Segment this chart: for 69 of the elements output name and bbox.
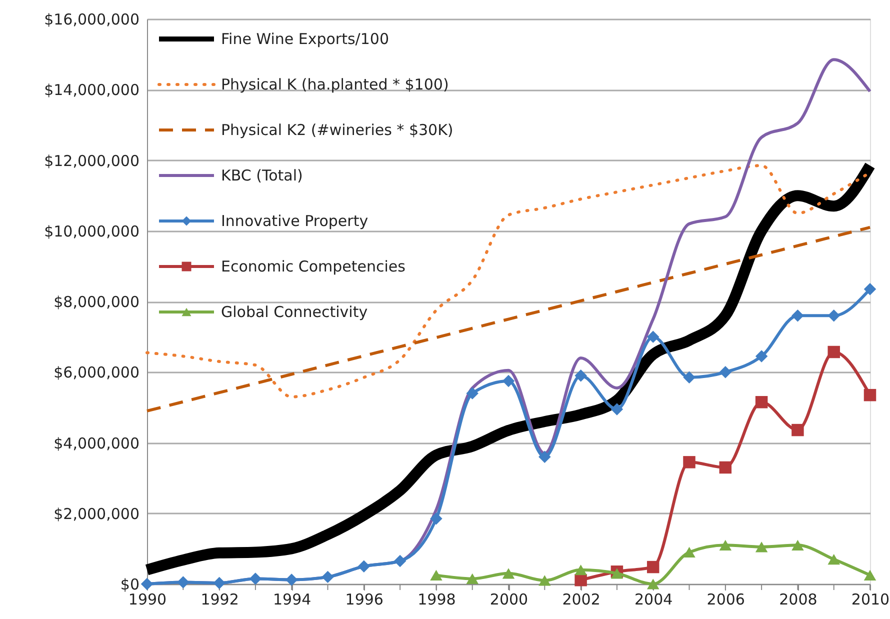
point <box>828 346 840 358</box>
point <box>646 330 660 343</box>
point <box>574 370 587 382</box>
x-tick-label: 1998 <box>418 590 456 608</box>
legend-label: Innovative Property <box>221 212 368 230</box>
point <box>646 560 660 574</box>
y-tick-label: $8,000,000 <box>54 293 140 311</box>
legend-label: Physical K2 (#wineries * $30K) <box>221 121 454 139</box>
point <box>466 387 478 400</box>
point <box>719 366 732 378</box>
point <box>140 578 154 590</box>
x-tick-label: 2006 <box>706 590 745 608</box>
point <box>755 350 768 362</box>
y-tick-label: $16,000,000 <box>44 10 140 28</box>
point <box>864 283 876 296</box>
x-tick-label: 1996 <box>345 590 384 608</box>
point <box>249 572 262 585</box>
point <box>683 456 696 468</box>
point <box>864 388 876 402</box>
x-tick-label: 2004 <box>634 590 673 608</box>
point <box>792 540 804 550</box>
y-tick-label: $2,000,000 <box>54 504 140 523</box>
point <box>502 568 515 579</box>
point <box>610 568 624 579</box>
point <box>430 512 442 525</box>
point <box>683 371 696 384</box>
point <box>538 450 551 463</box>
point <box>502 374 515 388</box>
point <box>358 560 370 572</box>
legend-label: Global Connectivity <box>221 303 368 321</box>
x-tick-label: 1990 <box>128 590 167 608</box>
y-tick-label: $12,000,000 <box>44 152 140 170</box>
point <box>646 578 660 590</box>
x-tick-label: 2000 <box>490 590 528 608</box>
legend-label: Economic Competencies <box>221 258 406 276</box>
y-tick-label: $14,000,000 <box>44 81 140 100</box>
point <box>719 461 732 474</box>
y-tick-label: $4,000,000 <box>54 434 140 452</box>
point <box>322 570 334 584</box>
point <box>285 574 298 586</box>
x-tick-label: 2008 <box>779 590 818 608</box>
point <box>430 570 442 580</box>
point <box>755 396 768 408</box>
legend-label: KBC (Total) <box>221 166 303 184</box>
point <box>574 564 587 576</box>
y-tick-label: $10,000,000 <box>44 222 140 240</box>
legend-label: Fine Wine Exports/100 <box>221 30 389 48</box>
point <box>683 546 696 558</box>
point <box>213 576 226 590</box>
legend-label: Physical K (ha.planted * $100) <box>221 76 449 94</box>
x-tick-label: 1994 <box>273 590 312 608</box>
point <box>574 574 587 586</box>
point <box>792 424 804 436</box>
point <box>394 554 406 568</box>
point <box>719 540 732 550</box>
x-tick-label: 1992 <box>200 590 239 608</box>
point <box>828 554 840 565</box>
point <box>610 403 624 416</box>
x-tick-label: 2002 <box>562 590 600 608</box>
y-tick-label: $0 <box>120 576 140 594</box>
point <box>755 542 768 552</box>
point <box>538 575 551 586</box>
point <box>828 310 840 322</box>
point <box>792 310 804 322</box>
y-tick-label: $6,000,000 <box>54 364 140 382</box>
point <box>466 573 478 584</box>
x-tick-label: 2010 <box>851 590 890 608</box>
point <box>177 576 190 588</box>
point <box>864 570 876 580</box>
